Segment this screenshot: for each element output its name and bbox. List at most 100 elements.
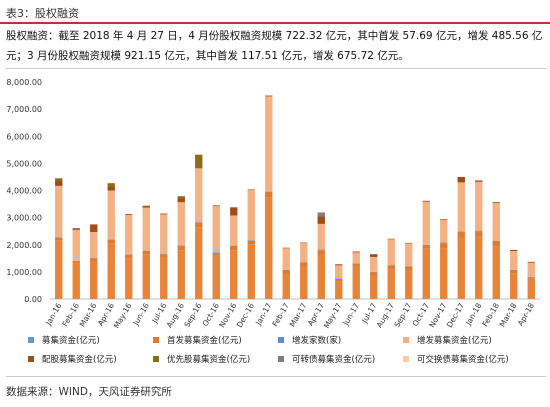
bar-segment (125, 214, 133, 255)
x-tick-label: Sep-17 (392, 301, 413, 329)
bar-segment (125, 214, 133, 215)
bar-segment (282, 269, 290, 271)
header-rule (0, 22, 550, 24)
x-tick-label: Dec-17 (445, 301, 466, 329)
bar-segment (230, 245, 238, 246)
bar-segment (160, 214, 168, 254)
bar-segment (212, 252, 220, 253)
bar-segment (125, 258, 133, 299)
bar-segment (387, 238, 395, 240)
legend-item: 募集资金(亿元) (28, 334, 100, 346)
legend-label: 增发募集资金(亿元) (417, 336, 492, 346)
bar-segment (440, 248, 448, 299)
bar-segment (422, 201, 430, 246)
bar-segment (142, 250, 150, 252)
bar-segment (142, 206, 150, 208)
source-note: 数据来源：WIND，天风证券研究所 (6, 386, 172, 398)
bar-segment (317, 223, 325, 250)
table-title: 表3：股权融资 (6, 7, 79, 20)
bar-segment (335, 278, 343, 282)
bar-segment (160, 253, 168, 255)
bar-segment (282, 248, 290, 270)
y-tick-label: 2,000.00 (6, 241, 42, 250)
bar-segment (177, 246, 185, 251)
legend-swatch (153, 337, 159, 343)
bar-segment (387, 265, 395, 270)
bar-segment (107, 239, 115, 244)
legend-swatch (278, 337, 284, 343)
bar-segment (265, 191, 273, 198)
bar-segment (72, 229, 80, 262)
bar-segment (422, 245, 430, 246)
bar-segment (195, 168, 203, 223)
bar-segment (90, 232, 98, 258)
bar-segment (352, 266, 360, 299)
bar-segment (370, 271, 378, 273)
bar-segment (510, 269, 518, 271)
bar-segment (422, 200, 430, 202)
bar-segment (107, 243, 115, 299)
bar-segment (387, 269, 395, 299)
bar-segment (440, 218, 448, 220)
bar-segment (230, 250, 238, 299)
bar-segment (212, 252, 220, 256)
bar-segment (230, 207, 238, 216)
bar-segment (457, 231, 465, 232)
legend-swatch (278, 356, 284, 362)
bar-segment (55, 240, 63, 299)
stacked-bar-chart: 0.00 1,000.00 2,000.00 3,000.00 4,000.00 5,00… (6, 78, 540, 330)
x-tick-label: Jun-17 (341, 301, 361, 327)
legend-label: 募集资金(亿元) (42, 336, 100, 346)
bar-segment (55, 237, 63, 238)
footer-divider (6, 376, 546, 377)
bar-segment (177, 196, 185, 199)
legend-item: 可转债募集资金(亿元) (278, 353, 375, 365)
bar-segment (370, 272, 378, 276)
bar-segment (510, 249, 518, 251)
bar-segment (160, 256, 168, 299)
bar-segment (55, 185, 63, 238)
legend-label: 首发募集资金(亿元) (167, 336, 242, 346)
bar-segment (335, 265, 343, 279)
y-tick-label: 4,000.00 (6, 187, 42, 196)
x-tick-label: Apr-18 (516, 301, 536, 327)
bar-segment (107, 186, 115, 191)
bar-segment (405, 266, 413, 271)
x-tick-label: Mar-18 (498, 301, 519, 328)
bar-segment (457, 176, 465, 183)
bar-segment (247, 189, 255, 241)
legend-item: 可交换债募集资金(亿元) (403, 353, 509, 365)
bar-segment (317, 250, 325, 256)
bar-segment (475, 230, 483, 232)
bar-segment (282, 274, 290, 299)
bar-segment (335, 281, 343, 299)
legend-item: 增发募集资金(亿元) (403, 334, 492, 346)
legend-swatch (403, 337, 409, 343)
bar-segment (55, 178, 63, 182)
bar-segment (387, 265, 395, 266)
bar-segment (527, 276, 535, 278)
bar-segment (440, 219, 448, 243)
bar-segment (195, 154, 203, 168)
y-tick-label: 3,000.00 (6, 214, 42, 223)
bar-segment (195, 223, 203, 228)
bar-segment (177, 198, 185, 203)
bar-segment (125, 254, 133, 259)
bar-segment (300, 262, 308, 267)
header-bar: 表3：股权融资 (0, 0, 550, 24)
bar-segment (247, 240, 255, 241)
bar-segment (90, 224, 98, 233)
bar-segment (457, 237, 465, 299)
x-tick-label: Mar-16 (78, 301, 99, 328)
bar-segment (247, 240, 255, 245)
bar-segment (195, 222, 203, 224)
bar-segment (527, 261, 535, 263)
bar-segment (440, 243, 448, 249)
legend-swatch (403, 356, 409, 362)
bar-segment (282, 247, 290, 249)
legend-item: 优先股募集资金(亿元) (153, 353, 250, 365)
bar-segment (160, 254, 168, 257)
bar-segment (370, 275, 378, 299)
summary-text: 股权融资：截至 2018 年 4 月 27 日，4 月份股权融资规模 722.3… (6, 30, 543, 62)
bar-segment (335, 264, 343, 266)
